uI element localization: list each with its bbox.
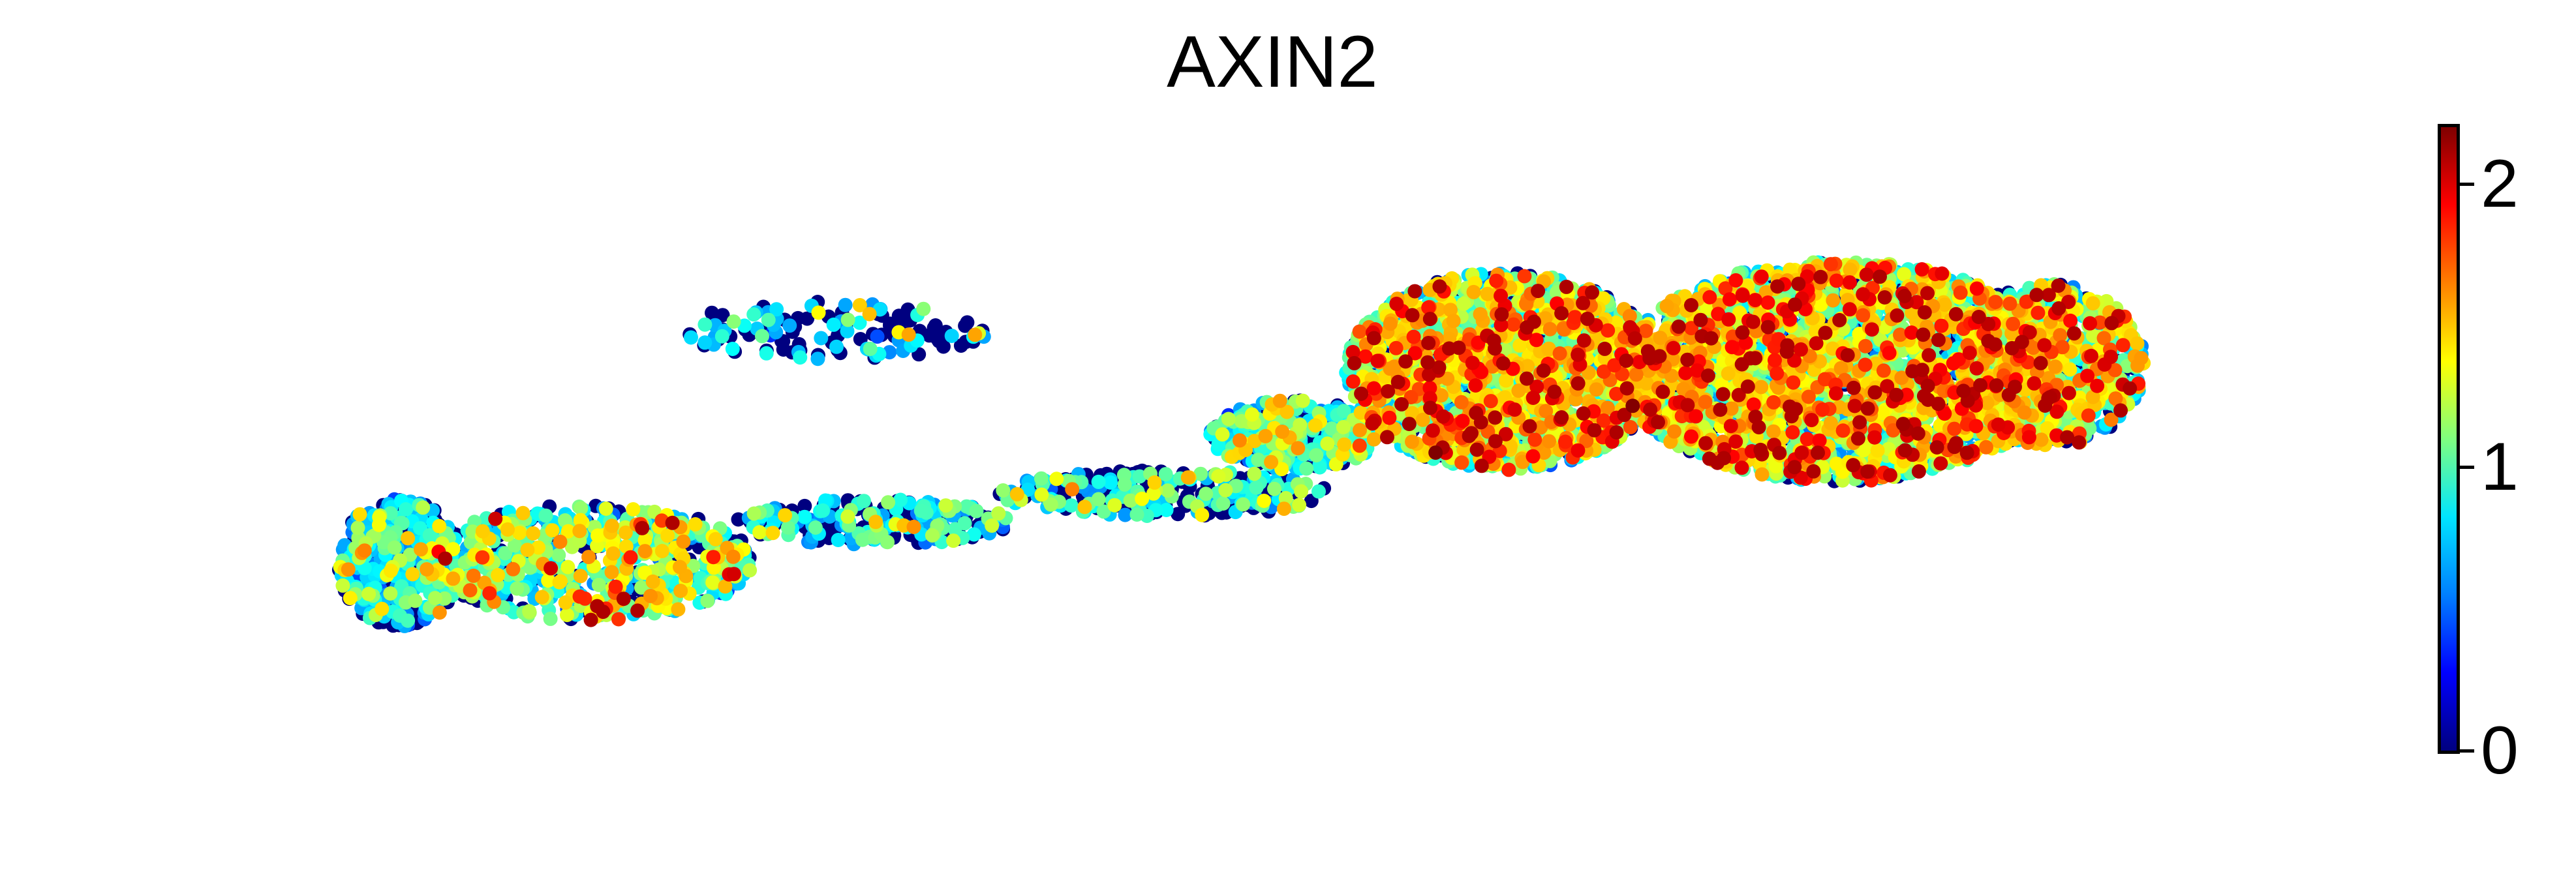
scatter-point	[838, 297, 853, 312]
scatter-point	[957, 516, 972, 531]
scatter-point	[863, 342, 878, 356]
scatter-point	[714, 329, 729, 344]
scatter-point	[782, 318, 797, 333]
scatter-point	[698, 317, 713, 332]
scatter-point	[969, 503, 984, 518]
scatter-point	[1309, 448, 1324, 463]
scatter-point	[1118, 507, 1133, 522]
chart-title: AXIN2	[1167, 21, 1378, 102]
scatter-point	[776, 342, 791, 357]
scatter-plot	[331, 255, 2151, 633]
scatter-point	[808, 520, 823, 535]
scatter-point	[1117, 477, 1132, 492]
scatter-point	[755, 329, 769, 344]
scatter-point	[551, 548, 566, 563]
scatter-point	[944, 329, 959, 343]
scatter-point	[1193, 466, 1208, 481]
scatter-point	[1216, 496, 1231, 511]
scatter-point	[1251, 453, 1266, 468]
scatter-point	[498, 546, 513, 561]
scatter-point	[780, 520, 795, 535]
scatter-point	[1091, 492, 1106, 507]
scatter-point	[1103, 475, 1118, 490]
scatter-point	[852, 315, 867, 330]
scatter-point	[870, 329, 885, 344]
scatter-point	[1064, 498, 1079, 513]
scatter-point	[401, 613, 416, 628]
scatter-point	[893, 492, 908, 507]
scatter-point	[829, 339, 844, 354]
scatter-point	[814, 331, 829, 346]
scatter-point	[1096, 504, 1111, 519]
scatter-point	[1311, 484, 1326, 499]
scatter-point	[731, 512, 746, 527]
scatter-point	[1336, 404, 1351, 419]
scatter-point	[831, 533, 846, 547]
scatter-point	[855, 532, 870, 547]
scatter-point	[1129, 507, 1144, 522]
scatter-point	[810, 352, 825, 367]
scatter-point	[958, 318, 973, 333]
scatter-point	[913, 503, 928, 518]
scatter-point	[966, 527, 981, 542]
scatter-point	[1312, 460, 1327, 475]
scatter-point	[543, 611, 558, 626]
scatter-point	[797, 509, 812, 524]
scatter-point	[1159, 503, 1174, 517]
scatter-points	[331, 255, 2151, 633]
scatter-point	[857, 494, 871, 509]
scatter-point	[759, 346, 774, 361]
scatter-point	[797, 498, 812, 513]
scatter-point	[793, 350, 808, 365]
scatter-point	[399, 502, 413, 516]
scatter-point	[538, 508, 553, 523]
scatter-point	[422, 528, 437, 543]
scatter-point	[1249, 480, 1264, 495]
scatter-point	[936, 339, 951, 354]
scatter-point	[840, 323, 855, 338]
scatter-point	[684, 330, 698, 345]
scatter-point	[928, 318, 943, 333]
scatter-point	[1158, 467, 1173, 482]
scatter-point	[761, 312, 776, 327]
scatter-point	[769, 302, 784, 317]
scatter-point	[1091, 474, 1106, 489]
scatter-point	[746, 307, 761, 322]
scatter-point	[1034, 471, 1049, 486]
scatter-point	[698, 335, 713, 350]
scatter-point	[1299, 461, 1314, 476]
scatter-point	[725, 342, 740, 356]
scatter-point	[1132, 469, 1147, 484]
scatter-point	[816, 503, 831, 518]
scatter-point	[826, 317, 841, 332]
